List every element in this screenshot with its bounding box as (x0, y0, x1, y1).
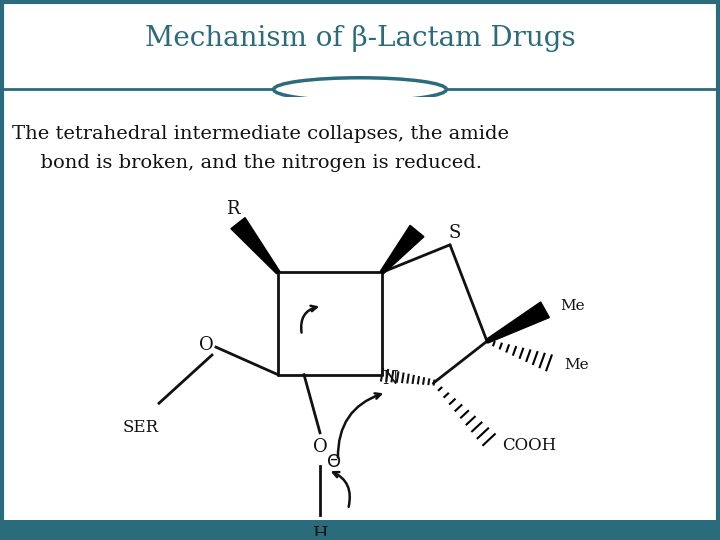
Text: Me: Me (564, 358, 589, 372)
Circle shape (274, 78, 446, 101)
Polygon shape (231, 218, 279, 274)
Text: Me: Me (561, 299, 585, 313)
Text: Θ: Θ (327, 453, 341, 471)
Text: R: R (226, 200, 240, 218)
Text: S: S (449, 224, 462, 242)
Polygon shape (486, 302, 549, 343)
Text: N: N (382, 369, 398, 388)
Text: COOH: COOH (502, 437, 556, 454)
Text: H: H (312, 526, 328, 540)
Text: SER: SER (123, 420, 159, 436)
Text: O: O (312, 437, 328, 456)
Text: bond is broken, and the nitrogen is reduced.: bond is broken, and the nitrogen is redu… (28, 154, 482, 172)
Polygon shape (380, 225, 424, 274)
Text: Mechanism of β-Lactam Drugs: Mechanism of β-Lactam Drugs (145, 25, 575, 52)
Text: The tetrahedral intermediate collapses, the amide: The tetrahedral intermediate collapses, … (12, 125, 509, 143)
Text: O: O (199, 336, 213, 354)
Bar (0, 521, 720, 540)
